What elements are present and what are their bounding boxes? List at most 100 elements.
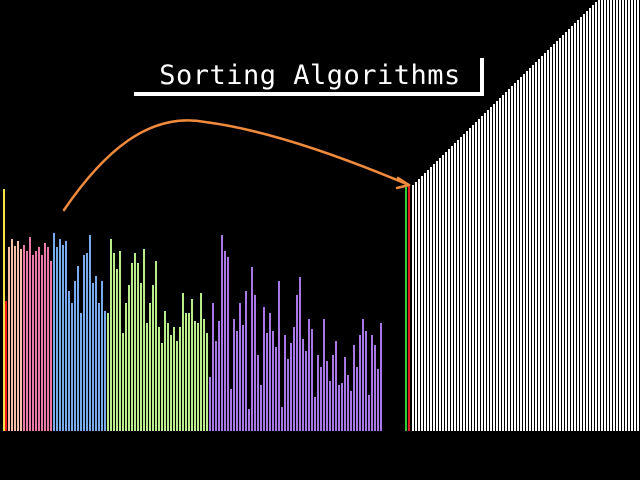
unsorted-bar — [344, 357, 346, 431]
sorted-bar — [574, 23, 576, 431]
unsorted-bar — [227, 257, 229, 431]
unsorted-bar — [302, 339, 304, 431]
unsorted-bar — [14, 246, 16, 431]
pointer-markers — [3, 185, 410, 431]
unsorted-bar — [368, 395, 370, 431]
unsorted-bar — [107, 313, 109, 431]
unsorted-bar — [182, 293, 184, 431]
unsorted-bar — [365, 331, 367, 431]
unsorted-bar — [281, 407, 283, 431]
unsorted-bar — [155, 261, 157, 431]
unsorted-bar — [245, 291, 247, 431]
sorted-bar — [430, 167, 432, 431]
sorted-bar — [433, 164, 435, 431]
unsorted-bar — [179, 327, 181, 431]
unsorted-bar — [44, 243, 46, 431]
unsorted-bar — [230, 389, 232, 431]
unsorted-bar — [149, 303, 151, 431]
sorted-bar — [544, 53, 546, 431]
sorted-bar — [601, 0, 603, 431]
unsorted-bar — [359, 335, 361, 431]
unsorted-bar — [347, 375, 349, 431]
curved-arrow-icon — [62, 119, 411, 212]
unsorted-bar — [185, 313, 187, 431]
unsorted-bar — [218, 321, 220, 431]
unsorted-bar — [254, 295, 256, 431]
unsorted-bar — [203, 319, 205, 431]
sorted-bar — [562, 35, 564, 431]
unsorted-bar — [356, 367, 358, 431]
sorted-bar — [631, 0, 633, 431]
sorted-bar — [460, 137, 462, 431]
sorted-bar — [586, 11, 588, 431]
unsorted-bar — [239, 303, 241, 431]
sorted-bar — [424, 173, 426, 431]
sorted-bar — [481, 116, 483, 431]
unsorted-bar — [65, 241, 67, 431]
sorted-bar — [634, 0, 636, 431]
sorted-bar — [511, 86, 513, 431]
unsorted-bar — [362, 319, 364, 431]
unsorted-bar — [26, 251, 28, 431]
unsorted-bar — [311, 329, 313, 431]
unsorted-bar — [242, 325, 244, 431]
unsorted-bar — [338, 385, 340, 431]
left-red-marker — [5, 301, 7, 431]
sorted-bar — [466, 131, 468, 431]
sorted-bar — [490, 107, 492, 431]
sorted-bar — [469, 128, 471, 431]
sorted-bar — [418, 179, 420, 431]
unsorted-bar — [86, 253, 88, 431]
unsorted-bar — [125, 303, 127, 431]
green-pointer-bar — [405, 185, 407, 431]
unsorted-bar — [110, 239, 112, 431]
unsorted-bar — [59, 239, 61, 431]
sorted-bar — [493, 104, 495, 431]
unsorted-bar — [77, 266, 79, 431]
unsorted-bar — [38, 247, 40, 431]
unsorted-bar — [341, 383, 343, 431]
unsorted-bar — [167, 323, 169, 431]
sorted-bar — [475, 122, 477, 431]
sorted-bar — [415, 182, 417, 431]
unsorted-bar — [272, 331, 274, 431]
unsorted-bar — [263, 307, 265, 431]
sorted-bar — [568, 29, 570, 431]
unsorted-bar — [371, 335, 373, 431]
unsorted-bar — [251, 267, 253, 431]
unsorted-bar — [56, 247, 58, 431]
sorted-bar — [478, 119, 480, 431]
unsorted-bar — [119, 251, 121, 431]
sorted-bar — [508, 89, 510, 431]
unsorted-bar — [131, 263, 133, 431]
unsorted-bar — [266, 333, 268, 431]
sorted-bar — [487, 110, 489, 431]
sorted-bar — [514, 83, 516, 431]
sorted-bar — [484, 113, 486, 431]
unsorted-bar — [80, 313, 82, 431]
title-frame — [134, 58, 484, 96]
unsorted-bar — [62, 245, 64, 431]
unsorted-bar — [113, 253, 115, 431]
sorted-bar — [520, 77, 522, 431]
unsorted-bar — [197, 323, 199, 431]
unsorted-bar — [140, 283, 142, 431]
sorted-bar — [454, 143, 456, 431]
baseline-floor — [0, 431, 640, 480]
unsorted-bar — [350, 391, 352, 431]
unsorted-bar — [353, 345, 355, 431]
unsorted-bar — [194, 321, 196, 431]
unsorted-bar — [257, 355, 259, 431]
unsorted-bar — [248, 409, 250, 431]
unsorted-bar — [47, 247, 49, 431]
sorted-bar — [607, 0, 609, 431]
unsorted-bar — [305, 351, 307, 431]
sorted-bar — [442, 155, 444, 431]
unsorted-bar — [329, 381, 331, 431]
sorted-bar — [595, 2, 597, 431]
unsorted-bar — [308, 319, 310, 431]
sorted-bar — [436, 161, 438, 431]
sorted-bar — [583, 14, 585, 431]
sorted-bar — [637, 0, 639, 431]
